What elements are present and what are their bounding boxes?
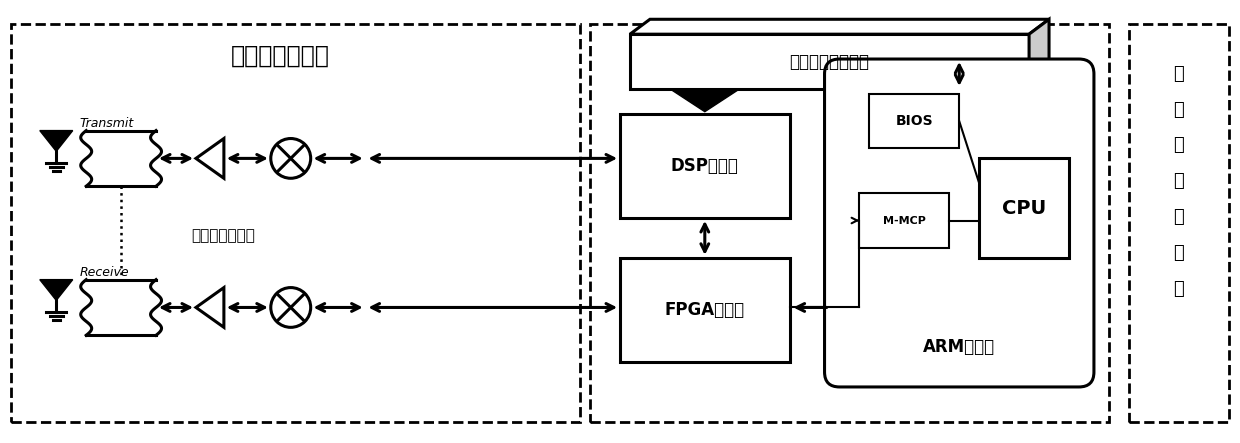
Bar — [859, 193, 950, 248]
Bar — [620, 258, 790, 362]
Polygon shape — [670, 89, 740, 112]
Text: 重: 重 — [1173, 101, 1184, 119]
Polygon shape — [630, 19, 1049, 34]
Text: BIOS: BIOS — [895, 114, 934, 128]
Polygon shape — [40, 131, 73, 152]
Bar — [1128, 24, 1229, 422]
Text: Receive: Receive — [79, 266, 129, 279]
Bar — [620, 114, 790, 218]
Bar — [590, 24, 1109, 422]
Polygon shape — [40, 280, 73, 300]
Text: 块: 块 — [1173, 280, 1184, 298]
Polygon shape — [1029, 19, 1049, 89]
FancyBboxPatch shape — [825, 59, 1094, 387]
Text: 配置收发通信接口: 配置收发通信接口 — [790, 53, 869, 70]
Text: 可: 可 — [1173, 65, 1184, 83]
Text: 制: 制 — [1173, 208, 1184, 226]
Text: M-MCP: M-MCP — [883, 215, 926, 225]
Bar — [630, 34, 1029, 89]
Text: FPGA子系统: FPGA子系统 — [665, 301, 745, 319]
Text: ARM子系统: ARM子系统 — [923, 338, 996, 356]
Text: 模: 模 — [1173, 244, 1184, 262]
Text: 构: 构 — [1173, 136, 1184, 155]
Bar — [980, 159, 1069, 258]
Text: DSP子系统: DSP子系统 — [671, 157, 739, 175]
Text: 宽频带射频通道: 宽频带射频通道 — [191, 229, 255, 243]
Text: Transmit: Transmit — [79, 117, 134, 130]
Bar — [869, 94, 960, 148]
Text: CPU: CPU — [1002, 198, 1047, 218]
Text: 控: 控 — [1173, 172, 1184, 190]
Bar — [11, 24, 580, 422]
Text: 可重构无线模块: 可重构无线模块 — [232, 44, 330, 68]
